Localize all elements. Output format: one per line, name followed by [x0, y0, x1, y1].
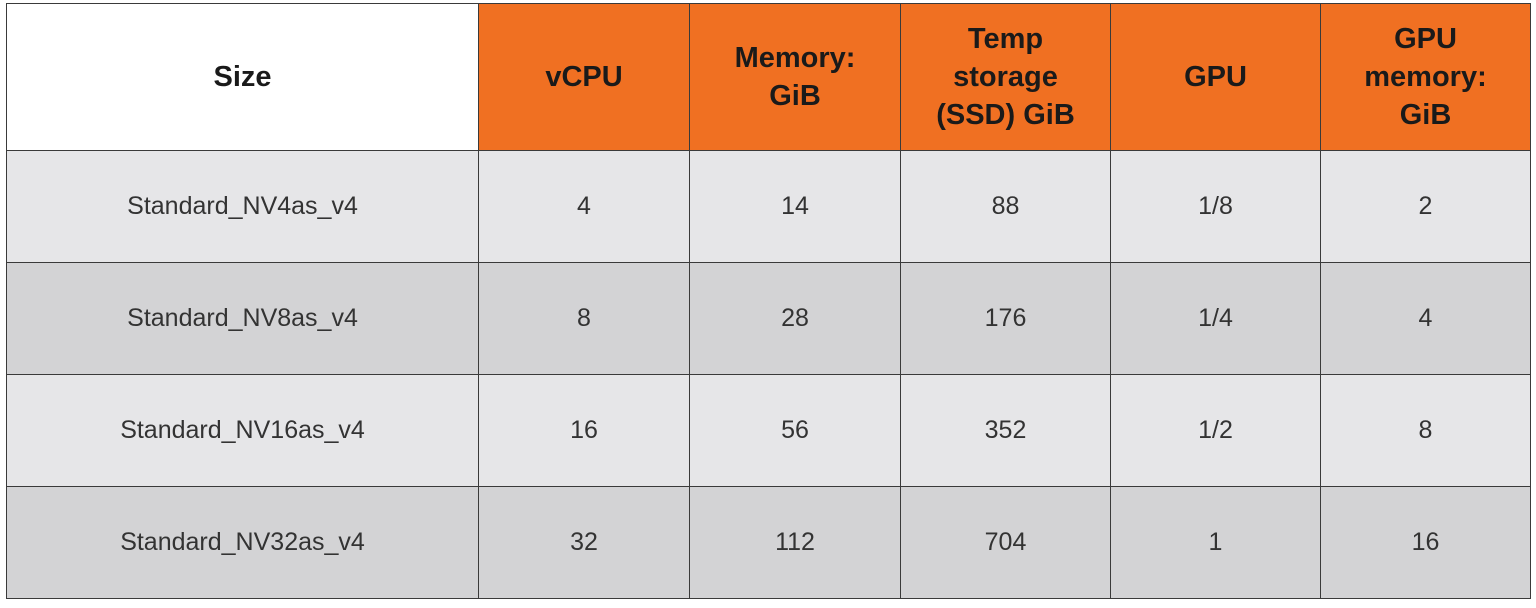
- header-cell: GPU memory: GiB: [1320, 3, 1531, 151]
- table-cell: 8: [1320, 374, 1531, 487]
- table-cell: 176: [900, 262, 1111, 375]
- table-cell: 4: [1320, 262, 1531, 375]
- table-cell: 8: [478, 262, 690, 375]
- header-cell: Memory: GiB: [689, 3, 901, 151]
- table-cell: 704: [900, 486, 1111, 599]
- table-cell: 1: [1110, 486, 1321, 599]
- table-cell: 32: [478, 486, 690, 599]
- header-text: memory:: [1364, 61, 1487, 93]
- table-cell: 352: [900, 374, 1111, 487]
- table-cell: Standard_NV32as_v4: [6, 486, 479, 599]
- table-cell: 1/8: [1110, 150, 1321, 263]
- table-body: Standard_NV4as_v4 4 14 88 1/8 2 Standard_NV8as…: [6, 150, 1531, 599]
- header-text: storage: [953, 61, 1058, 93]
- header-text: GiB: [769, 80, 821, 112]
- table-row: Standard_NV16as_v4 16 56 352 1/2 8: [6, 374, 1531, 487]
- header-text: Size: [213, 61, 272, 93]
- table-cell: 112: [689, 486, 901, 599]
- header-text: GPU: [1394, 23, 1457, 55]
- table-cell: Standard_NV8as_v4: [6, 262, 479, 375]
- table-cell: 16: [1320, 486, 1531, 599]
- header-text: Memory:: [734, 42, 856, 74]
- header-text: vCPU: [545, 61, 623, 93]
- header-text: GiB: [1399, 99, 1452, 131]
- header-cell: GPU: [1110, 3, 1321, 151]
- table-cell: 4: [478, 150, 690, 263]
- header-row: Size vCPU Memory: GiB Temp storage (SSD) GiB GP…: [6, 3, 1531, 151]
- spec-table: Size vCPU Memory: GiB Temp storage (SSD) GiB GP…: [6, 3, 1531, 599]
- header-cell: vCPU: [478, 3, 690, 151]
- table-cell: 56: [689, 374, 901, 487]
- table-cell: Standard_NV4as_v4: [6, 150, 479, 263]
- table-row: Standard_NV32as_v4 32 112 704 1 16: [6, 486, 1531, 599]
- table-cell: 28: [689, 262, 901, 375]
- table-cell: 1/4: [1110, 262, 1321, 375]
- table-container: Size vCPU Memory: GiB Temp storage (SSD) GiB GP…: [6, 3, 1531, 599]
- table-cell: Standard_NV16as_v4: [6, 374, 479, 487]
- header-cell: Size: [6, 3, 479, 151]
- table-cell: 16: [478, 374, 690, 487]
- table-cell: 2: [1320, 150, 1531, 263]
- table-cell: 14: [689, 150, 901, 263]
- header-text: Temp: [967, 23, 1044, 55]
- table-cell: 88: [900, 150, 1111, 263]
- table-cell: 1/2: [1110, 374, 1321, 487]
- table-row: Standard_NV8as_v4 8 28 176 1/4 4: [6, 262, 1531, 375]
- header-text: GPU: [1184, 61, 1247, 93]
- header-cell: Temp storage (SSD) GiB: [900, 3, 1111, 151]
- header-text: (SSD) GiB: [936, 99, 1075, 131]
- table-row: Standard_NV4as_v4 4 14 88 1/8 2: [6, 150, 1531, 263]
